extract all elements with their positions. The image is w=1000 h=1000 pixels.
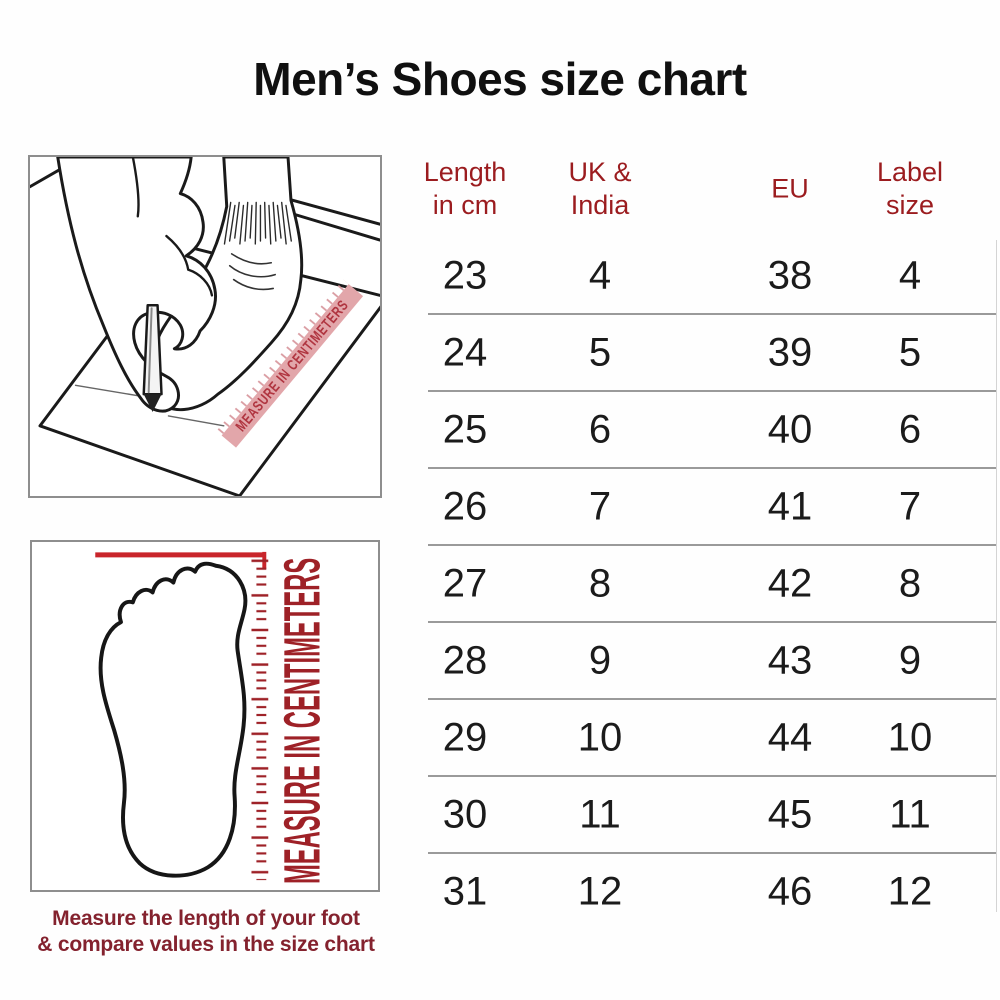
caption: Measure the length of your foot & compar… (0, 906, 412, 958)
table-cell: 7 (588, 484, 612, 528)
ruler-label-vertical: MEASURE IN CENTIMETERS (273, 558, 331, 884)
header-line: Length (423, 157, 507, 187)
pencil-icon (142, 304, 163, 412)
table-cell: 31 (442, 869, 488, 913)
caption-line: Measure the length of your foot (52, 907, 360, 930)
table-cell: 39 (767, 330, 813, 374)
page-title: Men’s Shoes size chart (253, 53, 747, 105)
table-row: 31 12 46 12 (428, 852, 997, 929)
size-table-header: Length in cm UK & India EU Label size (424, 140, 997, 238)
measuring-foot-illustration-box: MEASURE IN CENTIMETERS (28, 155, 382, 498)
table-cell: 24 (442, 330, 488, 374)
table-cell: 29 (442, 715, 488, 759)
table-cell: 25 (442, 407, 488, 451)
table-cell: 40 (767, 407, 813, 451)
sock-shading-arcs (228, 253, 276, 291)
column-header-uk-india: UK & India (568, 156, 631, 222)
table-right-edge-line (996, 240, 997, 912)
header-line: EU (771, 173, 809, 204)
table-row: 26 7 41 7 (428, 467, 997, 544)
table-cell: 41 (767, 484, 813, 528)
table-cell: 6 (898, 407, 922, 451)
header-line: India (570, 190, 630, 220)
column-header-label-size: Label size (877, 156, 943, 222)
foot-outline (98, 561, 248, 878)
table-cell: 4 (898, 253, 922, 297)
table-cell: 10 (887, 715, 933, 759)
table-cell: 5 (588, 330, 612, 374)
header-line: size (885, 190, 935, 220)
sock-rib-hatching (223, 201, 292, 245)
hand-and-arm (56, 157, 217, 413)
table-cell: 42 (767, 561, 813, 605)
column-header-length-cm: Length in cm (424, 156, 507, 222)
pencil-mark-line (74, 384, 225, 427)
table-row: 30 11 45 11 (428, 775, 997, 852)
table-cell: 8 (898, 561, 922, 605)
table-cell: 46 (767, 869, 813, 913)
table-cell: 43 (767, 638, 813, 682)
table-cell: 4 (588, 253, 612, 297)
table-cell: 11 (889, 792, 931, 836)
measuring-foot-illustration: MEASURE IN CENTIMETERS (30, 157, 380, 496)
caption-line: & compare values in the size chart (37, 933, 375, 956)
table-cell: 12 (887, 869, 933, 913)
header-line: in cm (432, 190, 498, 220)
table-cell: 12 (577, 869, 623, 913)
wall-edge-lines (277, 195, 380, 242)
finger-fold-lines (131, 157, 214, 297)
table-cell: 23 (442, 253, 488, 297)
table-cell: 38 (767, 253, 813, 297)
ruler-ticks (250, 557, 271, 881)
table-cell: 6 (588, 407, 612, 451)
table-row: 28 9 43 9 (428, 621, 997, 698)
table-cell: 26 (442, 484, 488, 528)
table-cell: 27 (442, 561, 488, 605)
size-table: Length in cm UK & India EU Label size 23… (400, 140, 1000, 929)
table-cell: 9 (588, 638, 612, 682)
table-row: 24 5 39 5 (428, 313, 997, 390)
table-row: 25 6 40 6 (428, 390, 997, 467)
table-row: 29 10 44 10 (428, 698, 997, 775)
header-line: UK & (568, 157, 632, 187)
table-row: 23 4 38 4 (428, 238, 997, 313)
table-cell: 10 (577, 715, 623, 759)
foot-outline-illustration-box: MEASURE IN CENTIMETERS (30, 540, 380, 892)
foot-outline-illustration: MEASURE IN CENTIMETERS (95, 551, 331, 884)
table-cell: 28 (442, 638, 488, 682)
table-cell: 11 (579, 792, 621, 836)
column-header-eu: EU (771, 173, 809, 206)
table-cell: 5 (898, 330, 922, 374)
table-cell: 30 (442, 792, 488, 836)
table-cell: 8 (588, 561, 612, 605)
table-cell: 45 (767, 792, 813, 836)
table-cell: 9 (898, 638, 922, 682)
table-cell: 7 (898, 484, 922, 528)
size-table-body: 23 4 38 4 24 5 39 5 25 6 40 6 26 7 41 7 27 8 42 8 28 9 43 9 29 10… (400, 238, 1000, 929)
header-line: Label (876, 157, 944, 187)
table-row: 27 8 42 8 (428, 544, 997, 621)
table-cell: 44 (767, 715, 813, 759)
